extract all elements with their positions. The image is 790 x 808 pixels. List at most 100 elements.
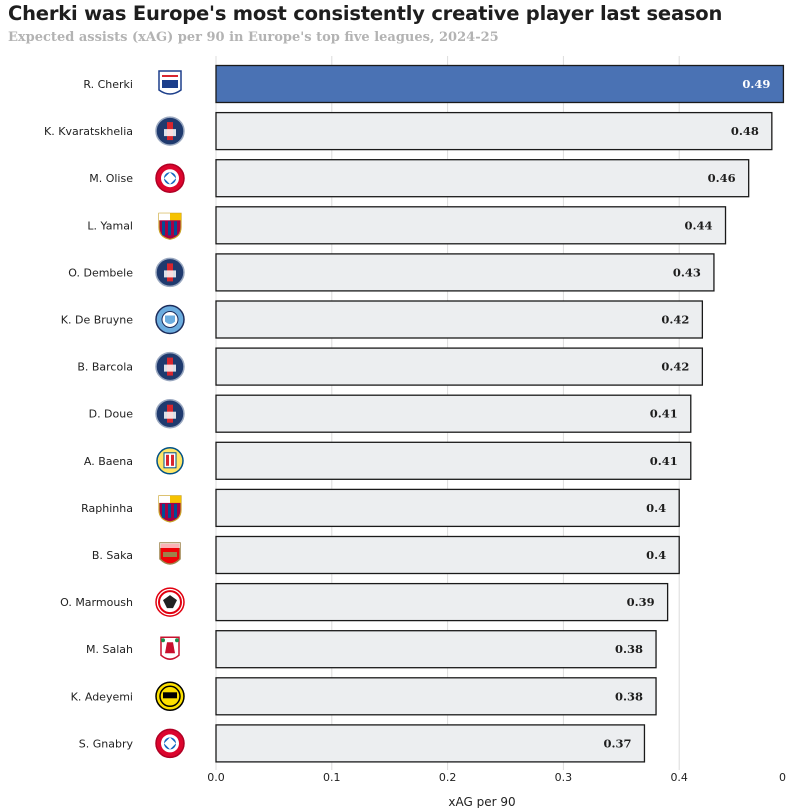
value-label: 0.46 <box>708 171 736 185</box>
value-label: 0.39 <box>627 595 655 609</box>
player-name-label: A. Baena <box>84 455 133 468</box>
x-tick-label: 0.3 <box>555 771 573 784</box>
liverpool-crest-icon <box>160 636 180 660</box>
lyon-crest-icon <box>158 70 182 95</box>
player-name-label: K. Adeyemi <box>71 690 133 703</box>
bar <box>215 159 750 198</box>
crest-stripe <box>166 454 169 466</box>
player-name-label: Raphinha <box>81 502 133 515</box>
player-name-label: O. Marmoush <box>60 596 133 609</box>
crest-diamond <box>164 172 176 185</box>
value-label: 0.42 <box>661 313 689 327</box>
bar <box>215 347 704 386</box>
crest-cannon <box>163 552 177 557</box>
value-label: 0.44 <box>685 218 713 232</box>
chart-title: Cherki was Europe's most consistently cr… <box>8 2 723 25</box>
crest-band <box>168 503 171 518</box>
player-name-label: M. Salah <box>86 643 133 656</box>
player-name-label: D. Doue <box>89 408 134 421</box>
bar <box>215 394 692 433</box>
x-axis-label: xAG per 90 <box>448 795 515 808</box>
bar <box>215 488 680 528</box>
crest-band <box>174 503 177 518</box>
player-name-label: K. Kvaratskhelia <box>44 125 133 138</box>
x-tick-label: 0.0 <box>207 771 225 784</box>
player-name-label: B. Saka <box>92 549 133 562</box>
player-name-label: S. Gnabry <box>79 737 134 750</box>
crest-stripe <box>171 454 174 466</box>
villarreal-crest-icon <box>156 447 184 475</box>
bar <box>215 64 785 104</box>
barcelona-crest-icon <box>158 212 182 240</box>
crest-band <box>174 221 177 236</box>
bar <box>215 206 727 245</box>
player-name-label: L. Yamal <box>87 219 133 232</box>
value-label: 0.37 <box>603 736 631 750</box>
psg-crest-icon <box>155 398 185 429</box>
frankfurt-crest-icon <box>155 587 185 617</box>
crest-stripes <box>170 495 181 503</box>
crest-band <box>162 80 178 88</box>
crest-band <box>162 503 165 518</box>
value-label: 0.4 <box>646 548 666 562</box>
value-label: 0.4 <box>646 501 666 515</box>
bar <box>215 724 646 763</box>
crest-tower <box>164 411 176 419</box>
crest-tower <box>164 129 176 137</box>
bar <box>215 300 704 339</box>
value-label: 0.41 <box>650 407 678 421</box>
crest-ring-inner <box>159 685 181 708</box>
crest-cross <box>159 213 170 221</box>
value-label: 0.49 <box>742 77 770 91</box>
crest-bird <box>165 642 175 654</box>
chart-subtitle: Expected assists (xAG) per 90 in Europe'… <box>8 30 499 45</box>
barcelona-crest-icon <box>158 495 182 523</box>
crest-band <box>168 221 171 236</box>
arsenal-crest-icon <box>159 542 181 565</box>
player-name-label: M. Olise <box>89 172 133 185</box>
bar <box>215 582 669 622</box>
psg-crest-icon <box>155 351 185 382</box>
crest-tower <box>164 270 176 278</box>
crest-cross <box>159 495 170 503</box>
bar <box>215 111 773 151</box>
crest-ring-inner <box>158 590 182 615</box>
psg-crest-icon <box>155 116 185 146</box>
bar <box>215 677 657 716</box>
crest-banner <box>160 543 180 548</box>
man-city-crest-icon <box>155 304 185 335</box>
player-name-label: K. De Bruyne <box>61 314 133 327</box>
player-name-label: O. Dembele <box>68 266 133 279</box>
x-tick-label: 0.4 <box>670 771 688 784</box>
x-tick-label: 0.2 <box>439 771 457 784</box>
crest-diamond <box>164 737 176 750</box>
crest-band <box>162 221 165 236</box>
bar <box>215 441 692 480</box>
crest-flame <box>161 638 165 643</box>
crest-bvb-band <box>163 692 177 699</box>
bayern-crest-icon <box>155 728 185 759</box>
bar <box>215 535 680 575</box>
player-name-label: R. Cherki <box>83 78 133 91</box>
dortmund-crest-icon <box>155 681 185 712</box>
crest-shield <box>163 452 177 469</box>
crest-eagle <box>163 595 177 609</box>
crest-flame <box>175 638 179 643</box>
bar <box>215 253 715 292</box>
crest-tower <box>164 364 176 372</box>
value-label: 0.42 <box>661 360 689 374</box>
psg-crest-icon <box>155 257 185 288</box>
value-label: 0.43 <box>673 265 701 279</box>
value-label: 0.41 <box>650 454 678 468</box>
x-tick-label: 0 <box>779 771 786 784</box>
x-tick-label: 0.1 <box>323 771 341 784</box>
crest-shield <box>165 315 175 324</box>
bayern-crest-icon <box>155 163 185 193</box>
value-label: 0.38 <box>615 642 643 656</box>
crest-stripes <box>170 213 181 221</box>
bar <box>215 630 657 669</box>
value-label: 0.38 <box>615 689 643 703</box>
value-label: 0.48 <box>731 124 759 138</box>
player-name-label: B. Barcola <box>77 361 133 374</box>
